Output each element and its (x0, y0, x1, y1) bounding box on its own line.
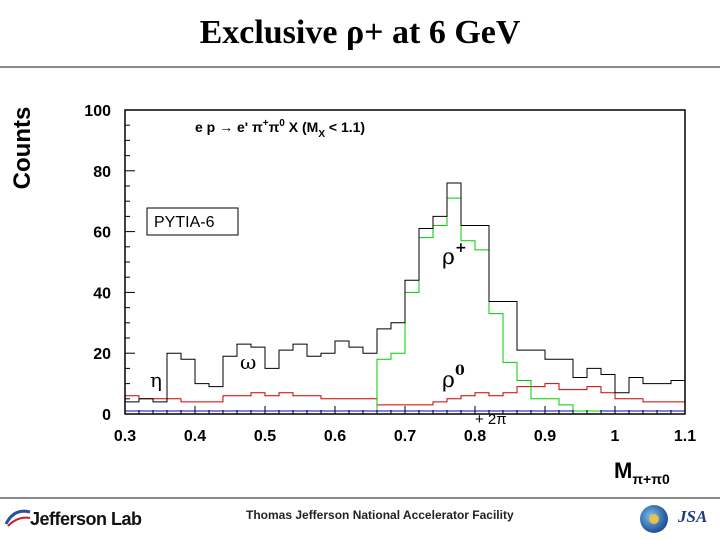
rho-plus-sup: + (455, 240, 467, 256)
facility-name: Thomas Jefferson National Accelerator Fa… (246, 508, 514, 522)
x-axis-label-subscript: π+π0 (632, 471, 670, 487)
footer-divider (0, 497, 720, 499)
x-tick-label: 0.3 (114, 428, 136, 445)
x-tick-label: 0.9 (534, 428, 556, 445)
generator-box (146, 207, 239, 236)
y-tick-label: 20 (93, 346, 111, 363)
y-tick-label: 60 (93, 225, 111, 242)
two-pi-label: + 2π (475, 411, 507, 428)
reaction-annotation: e p → e' π+π0 X (MX < 1.1) (195, 118, 365, 140)
generator-label: PYTIA-6 (154, 214, 215, 231)
tick-layer: 0.3 0.4 0.5 0.6 0.7 0.8 0.9 1 1.1 0 20 40 60 80 100 (84, 103, 696, 445)
x-tick-label: 1 (611, 428, 620, 445)
y-tick-label: 0 (102, 407, 111, 424)
reaction-prefix: e p → e' π (195, 119, 263, 135)
x-tick-label: 0.6 (324, 428, 346, 445)
x-tick-label: 1.1 (674, 428, 696, 445)
series-line-2 (125, 383, 685, 406)
y-tick-label: 100 (84, 103, 111, 120)
reaction-sub: X (318, 129, 325, 140)
y-tick-label: 40 (93, 285, 111, 302)
omega-label: ω (240, 350, 256, 374)
rho-plus-label: ρ+ (442, 240, 467, 270)
x-axis-label: Mπ+π0 (614, 458, 670, 487)
reaction-suffix2: < 1.1) (325, 119, 365, 135)
x-tick-label: 0.8 (464, 428, 486, 445)
doe-seal-icon (640, 505, 668, 533)
title-divider (0, 66, 720, 68)
y-tick-label: 80 (93, 164, 111, 181)
seal-center (649, 514, 659, 524)
reaction-mid: π (269, 119, 280, 135)
x-axis-label-head: M (614, 458, 632, 483)
x-tick-label: 0.5 (254, 428, 276, 445)
jefferson-lab-logo-icon (4, 509, 31, 527)
rho-plus-base: ρ (442, 245, 455, 270)
reaction-sup2: 0 (279, 118, 285, 129)
x-tick-label: 0.7 (394, 428, 416, 445)
reaction-sup1: + (263, 118, 269, 129)
x-tick-label: 0.4 (184, 428, 206, 445)
rho-zero-label: ρ0 (442, 363, 465, 393)
jsa-logo: JSA (678, 507, 708, 526)
rho-zero-sup: 0 (455, 363, 465, 379)
series-line-0 (125, 182, 685, 403)
lab-name: Jefferson Lab (30, 509, 142, 529)
footer: Jefferson Lab Thomas Jefferson National … (0, 499, 720, 540)
slide-title: Exclusive ρ+ at 6 GeV (199, 14, 521, 51)
rho-zero-base: ρ (442, 368, 455, 393)
y-axis-label: Counts (9, 107, 36, 190)
histogram-chart: Counts 0.3 0.4 0.5 0.6 0.7 0.8 0.9 1 1.1 0 20 40 60 8… (9, 103, 696, 487)
reaction-suffix1: X (M (285, 119, 318, 135)
eta-label: η (150, 368, 162, 392)
